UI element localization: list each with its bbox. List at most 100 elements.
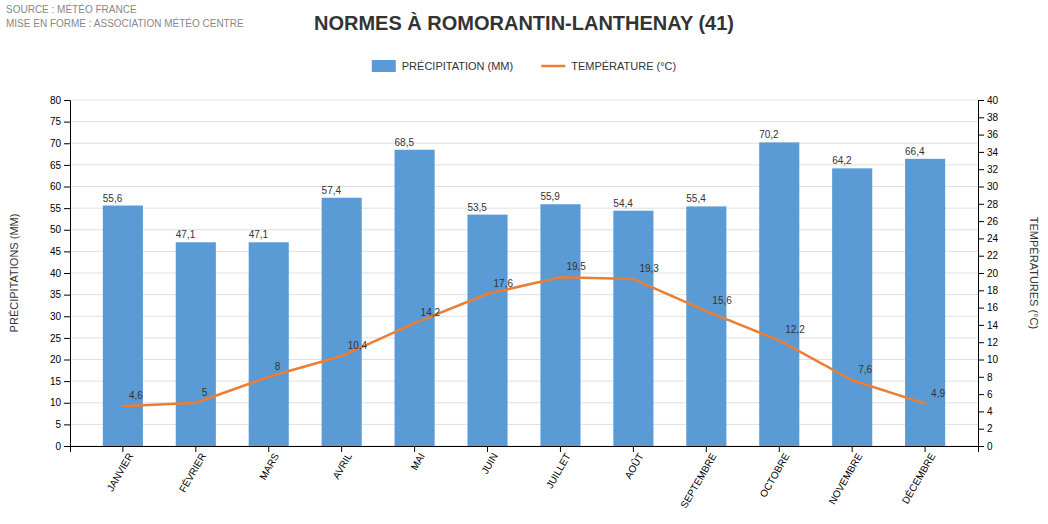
y2-tick-label: 6 [987, 389, 993, 400]
bar-label: 70,2 [759, 129, 779, 140]
bar-label: 53,5 [467, 202, 487, 213]
y2-tick-label: 8 [987, 372, 993, 383]
y2-tick-label: 2 [987, 423, 993, 434]
y2-tick-mark [978, 135, 984, 136]
x-tick-mark [195, 446, 196, 452]
y2-tick-mark [978, 204, 984, 205]
y-tick: 5 [55, 419, 70, 430]
y-tick-mark [64, 424, 70, 425]
y-axis: 05101520253035404550556065707580 [50, 95, 71, 452]
x-tick-label: SEPTEMBRE [678, 451, 719, 510]
x-tick: AVRIL [330, 446, 354, 481]
y2-tick-mark [978, 308, 984, 309]
y2-tick-mark [978, 394, 984, 395]
line-label: 7,6 [858, 364, 872, 375]
y-tick: 65 [50, 160, 70, 171]
x-axis-line [71, 447, 979, 453]
bar [832, 168, 872, 446]
y-tick-label: 45 [50, 246, 62, 257]
line-label: 10,4 [348, 340, 368, 351]
x-tick-mark [414, 446, 415, 452]
x-tick: OCTOBRE [757, 446, 791, 499]
y2-tick-label: 30 [987, 181, 999, 192]
x-tick: NOVEMBRE [826, 446, 864, 506]
x-tick-mark [852, 446, 853, 452]
bar-label: 66,4 [905, 146, 925, 157]
bar [103, 206, 143, 446]
y2-tick-mark [978, 273, 984, 274]
y2-tick-mark [978, 411, 984, 412]
x-tick: AOÛT [621, 446, 645, 481]
y2-tick: 28 [978, 199, 999, 210]
y2-tick-label: 10 [987, 354, 999, 365]
legend-label: TEMPÉRATURE (°C) [571, 60, 676, 72]
bar-label: 55,6 [103, 193, 123, 204]
y-tick-mark [64, 187, 70, 188]
y2-tick: 32 [978, 164, 999, 175]
y-tick-label: 40 [50, 268, 62, 279]
x-tick-label: OCTOBRE [757, 451, 791, 499]
y-tick-label: 5 [55, 419, 61, 430]
y2-tick-label: 20 [987, 268, 999, 279]
bar-label: 47,1 [249, 229, 269, 240]
y-tick: 35 [50, 289, 70, 300]
line-label: 19,3 [639, 263, 659, 274]
x-tick-label: MAI [409, 451, 427, 472]
y-tick-label: 0 [55, 441, 61, 452]
bar-label: 55,4 [686, 193, 706, 204]
y2-tick-label: 22 [987, 250, 999, 261]
bar [686, 206, 726, 446]
bar [249, 242, 289, 446]
line-label: 4,9 [931, 388, 945, 399]
y2-tick: 20 [978, 268, 999, 279]
y-tick-label: 55 [50, 203, 62, 214]
x-tick: DÉCEMBRE [899, 446, 938, 506]
y-tick: 50 [50, 224, 70, 235]
y-tick-label: 20 [50, 354, 62, 365]
y-tick-mark [64, 446, 70, 447]
y-tick: 10 [50, 397, 70, 408]
x-tick: MARS [257, 446, 281, 482]
y2-tick: 38 [978, 112, 999, 123]
x-tick-label: NOVEMBRE [826, 451, 864, 506]
plot: JANVIERFÉVRIERMARSAVRILMAIJUINJUILLETAOÛ… [50, 95, 999, 510]
y2-tick-label: 4 [987, 406, 993, 417]
line-label: 12,2 [785, 324, 805, 335]
y2-tick-mark [978, 290, 984, 291]
y2-tick-label: 38 [987, 112, 999, 123]
y-tick: 15 [50, 376, 70, 387]
x-tick-mark [341, 446, 342, 452]
y-tick: 0 [55, 441, 70, 452]
x-tick: MAI [409, 446, 427, 472]
x-tick-label: JUILLET [544, 451, 573, 490]
y2-tick-mark [978, 377, 984, 378]
x-tick-label: JANVIER [105, 451, 136, 493]
legend-swatch [541, 65, 565, 68]
y2-tick: 4 [978, 406, 993, 417]
x-tick: SEPTEMBRE [678, 446, 719, 510]
y-tick-label: 75 [50, 116, 62, 127]
y2-tick-label: 14 [987, 320, 999, 331]
x-tick-label: AVRIL [330, 451, 354, 481]
y-tick-label: 60 [50, 181, 62, 192]
line-label: 14,2 [421, 307, 441, 318]
y2-tick: 34 [978, 147, 999, 158]
y2-tick: 10 [978, 354, 999, 365]
y2-tick: 6 [978, 389, 993, 400]
bar-label: 64,2 [832, 155, 852, 166]
line-label: 4,6 [129, 390, 143, 401]
x-tick-mark [487, 446, 488, 452]
data-labels: 55,647,147,157,468,553,555,954,455,470,2… [103, 129, 946, 401]
x-tick: JANVIER [105, 446, 136, 493]
legend-item: TEMPÉRATURE (°C) [541, 60, 676, 72]
y2-tick-label: 26 [987, 216, 999, 227]
x-tick: JUIN [479, 446, 500, 476]
y2-tick: 22 [978, 250, 999, 261]
x-tick-mark [706, 446, 707, 452]
y2-tick: 2 [978, 423, 993, 434]
line [123, 277, 925, 406]
y-tick: 80 [50, 95, 70, 106]
chart: JANVIERFÉVRIERMARSAVRILMAIJUINJUILLETAOÛ… [0, 0, 1048, 524]
bar-label: 55,9 [540, 191, 560, 202]
y2-tick-mark [978, 187, 984, 188]
